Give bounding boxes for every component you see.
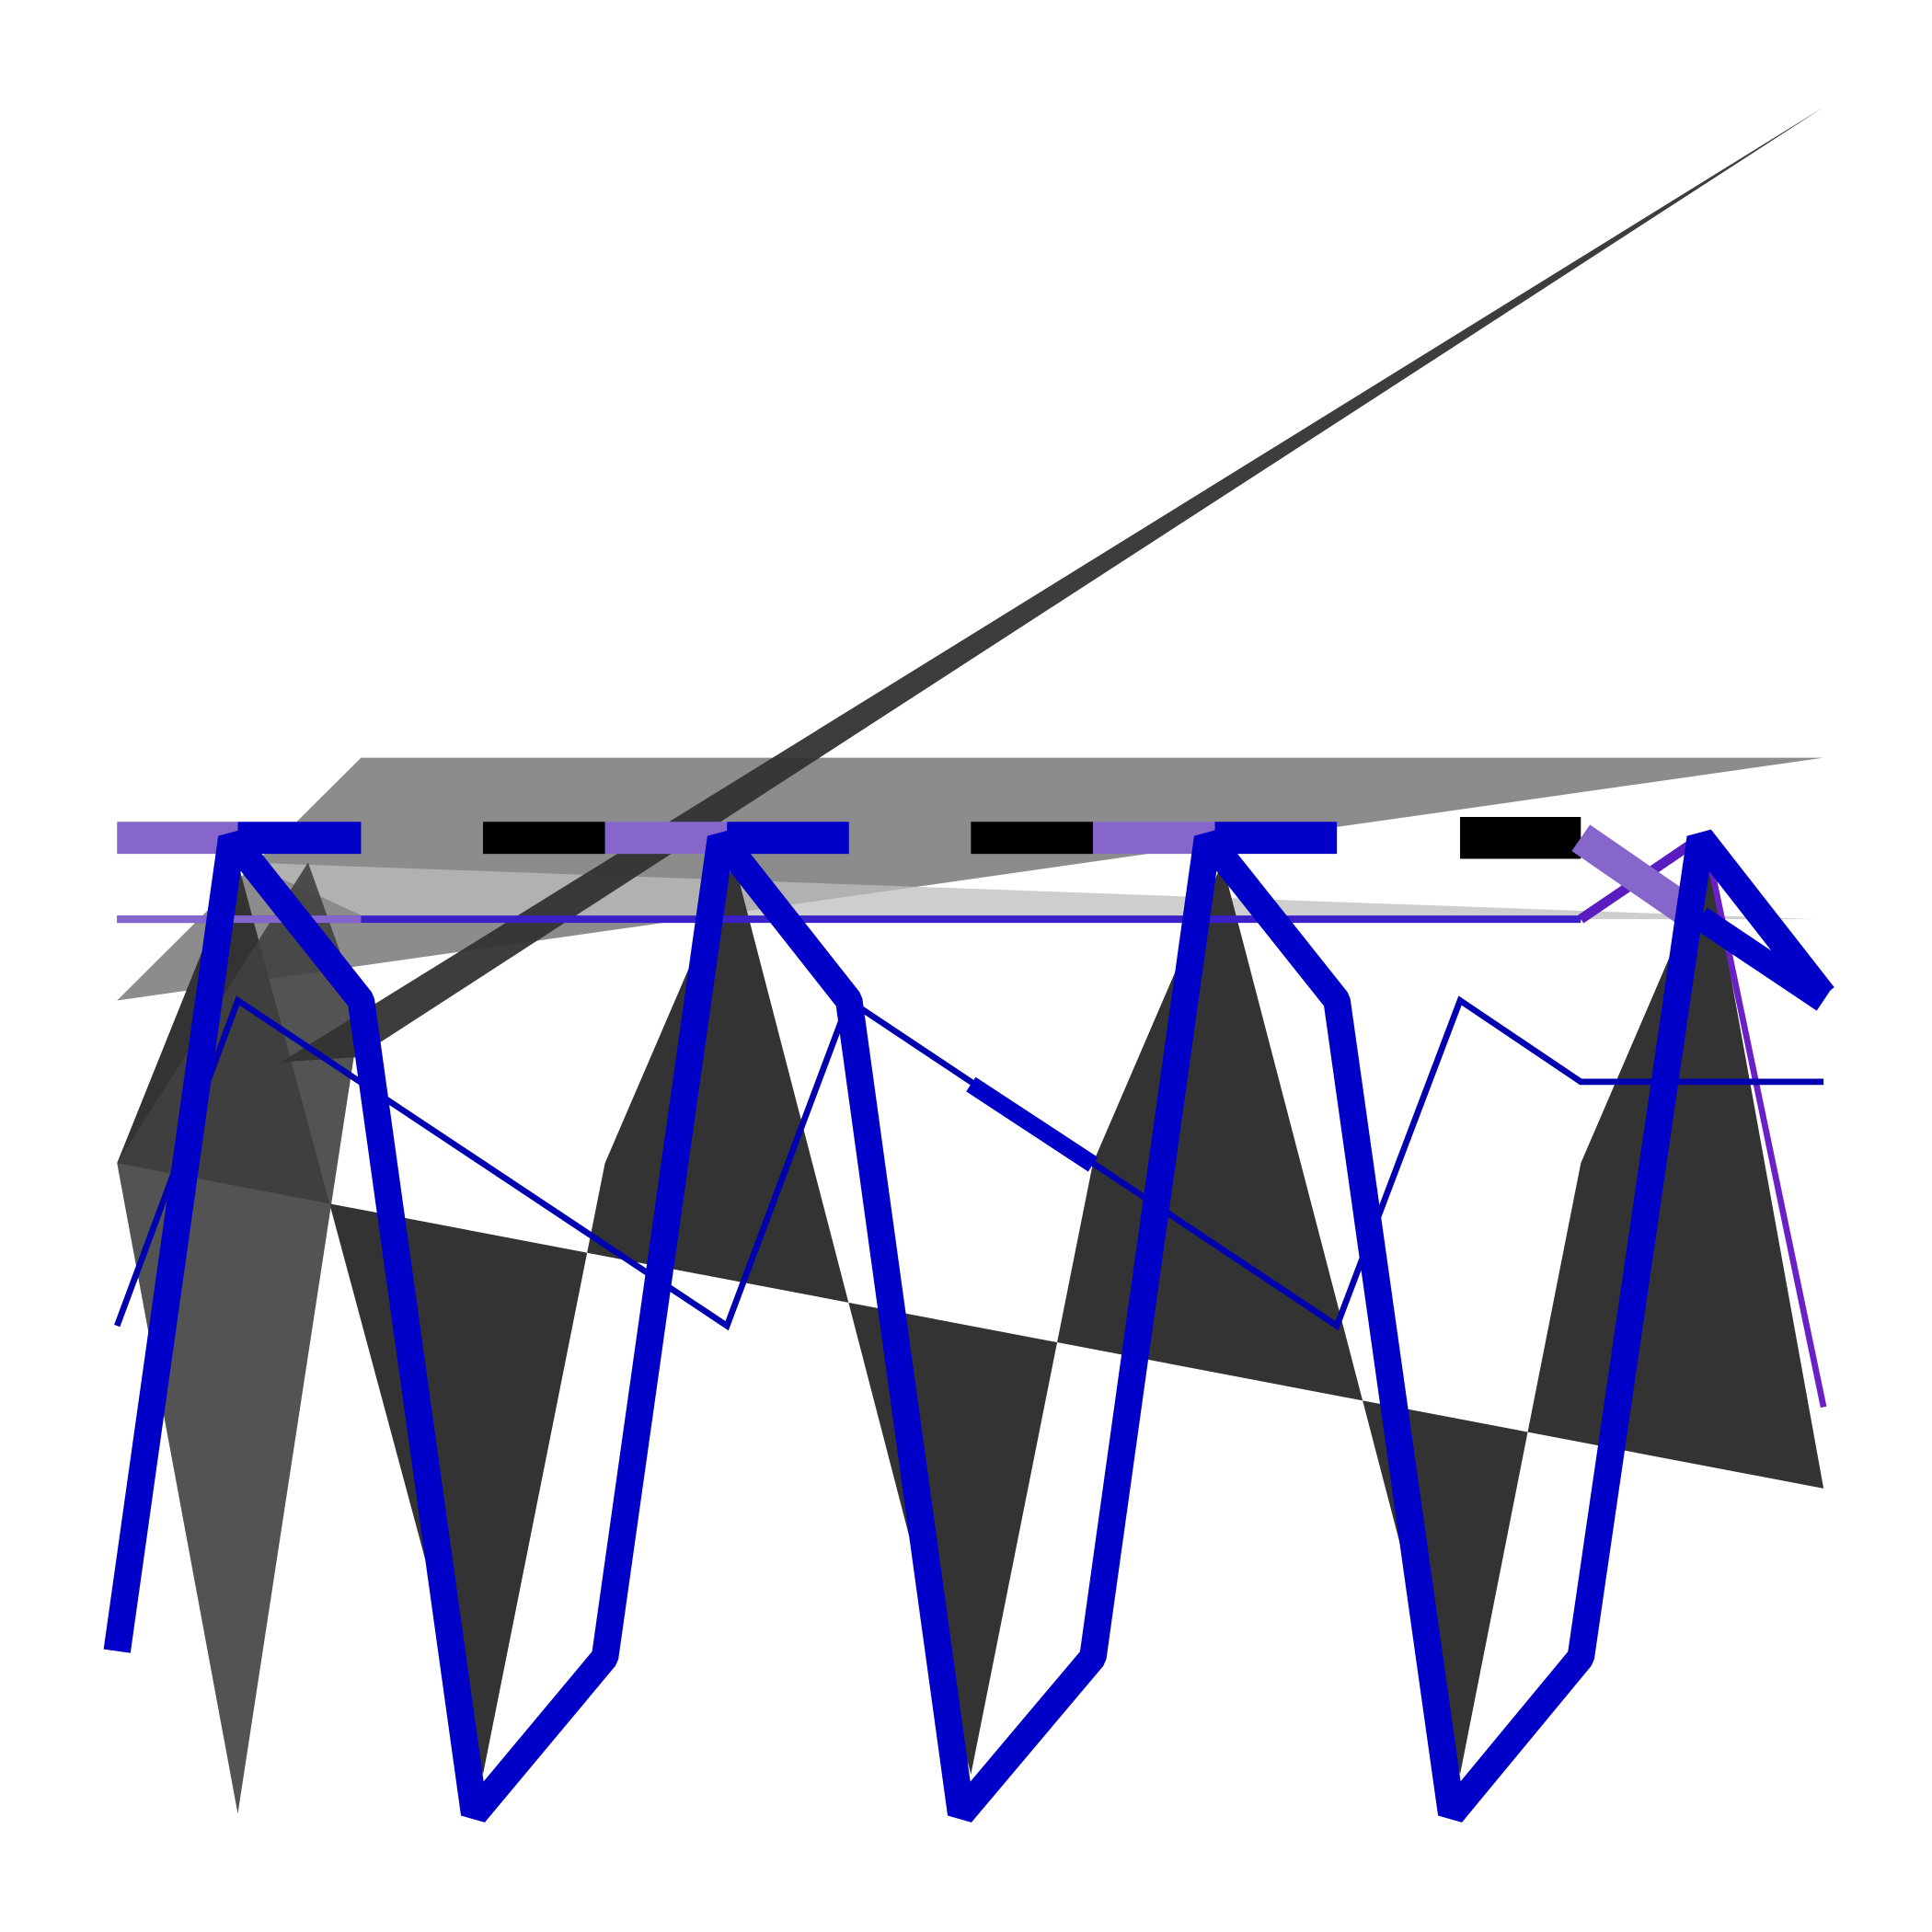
- light-wedge: [246, 862, 1814, 920]
- dark-triangle: [117, 862, 362, 1814]
- dark-zigzag: [117, 862, 1824, 1775]
- purple-line: [1707, 861, 1827, 1409]
- thick-blue-zigzag: [103, 829, 1834, 1823]
- top-bars: [117, 816, 1697, 926]
- purple-diagonal: [1571, 824, 1697, 926]
- gray-wedge: [117, 757, 1824, 1001]
- blue-diagonal: [1693, 907, 1831, 1011]
- blue-segment: [966, 1076, 1098, 1172]
